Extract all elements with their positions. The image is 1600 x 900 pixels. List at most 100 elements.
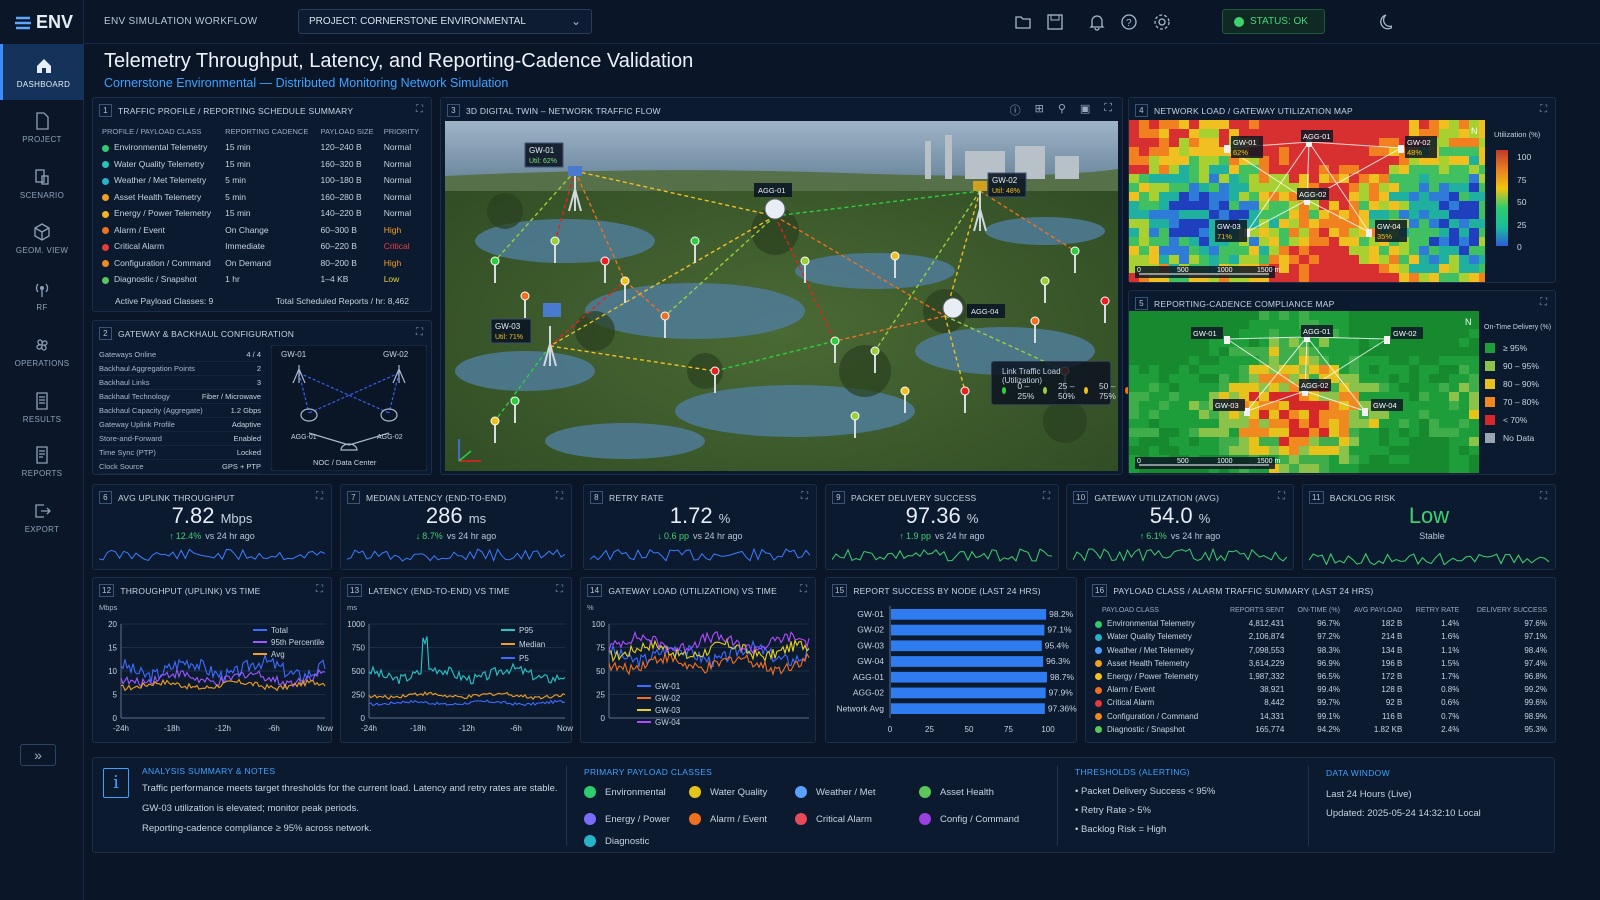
layers-icon[interactable]: ⊞	[1034, 103, 1044, 115]
sidebar-item-geom-view[interactable]: GEOM. VIEW	[0, 210, 84, 266]
bell-icon[interactable]	[1088, 13, 1106, 31]
table-row[interactable]: Critical Alarm Immediate 60–220 B Critical	[99, 238, 425, 255]
sensor-node[interactable]	[850, 411, 860, 421]
bar[interactable]	[891, 609, 1047, 620]
table-row[interactable]: Weather / Met Telemetry 5 min 100–180 B Nor…	[99, 172, 425, 189]
help-icon[interactable]: ?	[1120, 13, 1138, 31]
throughput-chart[interactable]: Mbps 20 15 10 5 0-24h -18h -12h -6h Now Total 95th …	[93, 598, 333, 742]
table-row[interactable]: Configuration / Command On Demand 80–200 B…	[99, 255, 425, 272]
table-row[interactable]: Environmental Telemetry 15 min 120–240 B No…	[99, 139, 425, 156]
sensor-node[interactable]	[620, 276, 630, 286]
folder-icon[interactable]	[1014, 13, 1032, 31]
gateway-load-chart[interactable]: % 100 75 50 25 0 GW-01 GW-02 GW-03 GW-04	[581, 598, 817, 742]
sensor-node[interactable]	[490, 416, 500, 426]
table-row[interactable]: Alarm / Event On Change 60–300 B High	[99, 222, 425, 239]
table-row[interactable]: Diagnostic / Snapshot 1 hr 1–4 KB Low	[99, 271, 425, 288]
sensor-node[interactable]	[890, 251, 900, 261]
sensor-node[interactable]	[1040, 276, 1050, 286]
3d-scene[interactable]: GW-01 Util: 62% GW-02 Util: 48% GW-03 Ut…	[445, 121, 1118, 471]
sidebar-item-export[interactable]: EXPORT	[0, 489, 84, 545]
table-row[interactable]: Weather / Met Telemetry 7,098,553 98.3% 134…	[1092, 644, 1550, 657]
sidebar-item-rf[interactable]: RF	[0, 267, 84, 323]
maximize-icon[interactable]: ⛶	[416, 104, 423, 115]
maximize-icon[interactable]: ⛶	[800, 584, 807, 595]
table-row[interactable]: Water Quality Telemetry 2,106,874 97.2% 214…	[1092, 630, 1550, 643]
payload-class-cell: Critical Alarm	[99, 238, 222, 255]
table-row[interactable]: Critical Alarm 8,442 99.7% 92 B 0.6% 99.6%	[1092, 696, 1550, 709]
sensor-node[interactable]	[1030, 316, 1040, 326]
table-row[interactable]: Asset Health Telemetry 3,614,229 96.9% 196 …	[1092, 657, 1550, 670]
sensor-node[interactable]	[660, 311, 670, 321]
table-row[interactable]: Asset Health Telemetry 5 min 160–280 B Norm…	[99, 189, 425, 206]
sensor-node[interactable]	[830, 336, 840, 346]
sensor-node[interactable]	[510, 396, 520, 406]
kpi-card-median-latency-end-to-end[interactable]: 7 MEDIAN LATENCY (END-TO-END) ⛶ 286 ms ↓ 8.7%…	[340, 484, 572, 570]
bar[interactable]	[891, 703, 1045, 714]
sidebar-item-results[interactable]: RESULTS	[0, 379, 84, 435]
maximize-icon[interactable]: ⛶	[801, 491, 808, 502]
sensor-node[interactable]	[900, 386, 910, 396]
latency-chart[interactable]: ms 1000 750 500 250 0-24h -18h -12h -6h Now P95 Med…	[341, 598, 573, 742]
cell-text: 8,442	[1264, 698, 1285, 708]
sidebar-item-scenario[interactable]: SCENARIO	[0, 155, 84, 211]
sidebar-item-reports[interactable]: REPORTS	[0, 433, 84, 489]
maximize-icon[interactable]: ⛶	[556, 491, 563, 502]
table-row[interactable]: Diagnostic / Snapshot 165,774 94.2% 1.82 KB…	[1092, 723, 1550, 736]
maximize-icon[interactable]: ⛶	[1540, 491, 1547, 502]
app-logo[interactable]: ENV	[14, 12, 73, 33]
maximize-icon[interactable]: ⛶	[1043, 491, 1050, 502]
table-row[interactable]: Energy / Power Telemetry 1,987,332 96.5% 17…	[1092, 670, 1550, 683]
x-tick-label: -18h	[164, 724, 180, 733]
payload-class-cell: Energy / Power Telemetry	[1092, 670, 1218, 683]
network-icon[interactable]: ⚲	[1057, 103, 1066, 115]
kpi-card-retry-rate[interactable]: 8 RETRY RATE ⛶ 1.72 % ↓ 0.6 pp vs 24 hr ago	[583, 484, 817, 570]
maximize-icon[interactable]: ⛶	[316, 491, 323, 502]
camera-icon[interactable]: ▣	[1079, 103, 1091, 115]
table-row[interactable]: Water Quality Telemetry 15 min 160–320 B No…	[99, 156, 425, 173]
save-icon[interactable]	[1046, 13, 1064, 31]
sensor-node[interactable]	[800, 256, 810, 266]
sidebar-item-project[interactable]: PROJECT	[0, 99, 84, 155]
maximize-icon[interactable]: ⛶	[556, 584, 563, 595]
kpi-card-avg-uplink-throughput[interactable]: 6 AVG UPLINK THROUGHPUT ⛶ 7.82 Mbps ↑ 12.4% vs…	[92, 484, 332, 570]
kpi-card-backlog-risk[interactable]: 11 BACKLOG RISK ⛶ Low Stable	[1302, 484, 1556, 570]
project-selector[interactable]: PROJECT: CORNERSTONE ENVIRONMENTAL ⌄	[298, 9, 592, 34]
sensor-node[interactable]	[1100, 296, 1110, 306]
table-row[interactable]: Energy / Power Telemetry 15 min 140–220 B N…	[99, 205, 425, 222]
bar[interactable]	[891, 687, 1046, 699]
bar[interactable]	[891, 656, 1044, 667]
table-row[interactable]: Alarm / Event 38,921 99.4% 128 B 0.8% 99.2%	[1092, 683, 1550, 696]
sensor-node[interactable]	[690, 236, 700, 246]
maximize-icon[interactable]: ⛶	[1540, 297, 1547, 308]
kpi-card-gateway-utilization-avg[interactable]: 10 GATEWAY UTILIZATION (AVG) ⛶ 54.0 % ↑ 6.1% v…	[1066, 484, 1294, 570]
table-row[interactable]: Environmental Telemetry 4,812,431 96.7% 182…	[1092, 617, 1550, 630]
bar-category-label: GW-04	[857, 656, 884, 666]
sensor-node[interactable]	[870, 346, 880, 356]
maximize-icon[interactable]: ⛶	[1540, 104, 1547, 115]
info-icon[interactable]: ⓘ	[1009, 105, 1021, 117]
moon-icon[interactable]	[1374, 13, 1392, 31]
expand-sidebar-button[interactable]: »	[20, 744, 56, 766]
bar[interactable]	[891, 640, 1042, 652]
maximize-icon[interactable]: ⛶	[1278, 491, 1285, 502]
sensor-node[interactable]	[1070, 246, 1080, 256]
sensor-node[interactable]	[710, 366, 720, 376]
sidebar-item-operations[interactable]: OPERATIONS	[0, 323, 84, 379]
maximize-icon[interactable]: ⛶	[416, 327, 423, 338]
sidebar-item-dashboard[interactable]: DASHBOARD	[0, 44, 84, 100]
bar[interactable]	[891, 671, 1047, 683]
maximize-icon[interactable]: ⛶	[1104, 102, 1112, 114]
maximize-icon[interactable]: ⛶	[316, 584, 323, 595]
gear-icon[interactable]	[1153, 13, 1171, 31]
kpi-card-packet-delivery-success[interactable]: 9 PACKET DELIVERY SUCCESS ⛶ 97.36 % ↑ 1.9 pp v…	[825, 484, 1059, 570]
sensor-node[interactable]	[960, 386, 970, 396]
sensor-node[interactable]	[550, 236, 560, 246]
table-row[interactable]: Configuration / Command 14,331 99.1% 116 B 0…	[1092, 710, 1550, 723]
bar[interactable]	[891, 624, 1045, 636]
sensor-node[interactable]	[490, 256, 500, 266]
sensor-node[interactable]	[520, 291, 530, 301]
report-success-chart[interactable]: 0 25 50 75 100 GW-01 98.2% GW-02 97.1% GW-03 95.4%…	[826, 598, 1078, 742]
compliance-heatmap[interactable]: GW-01 GW-02 GW-03 GW-04 AGG-01 AGG-02 0 500 1000…	[1129, 311, 1479, 473]
sensor-node[interactable]	[600, 256, 610, 266]
